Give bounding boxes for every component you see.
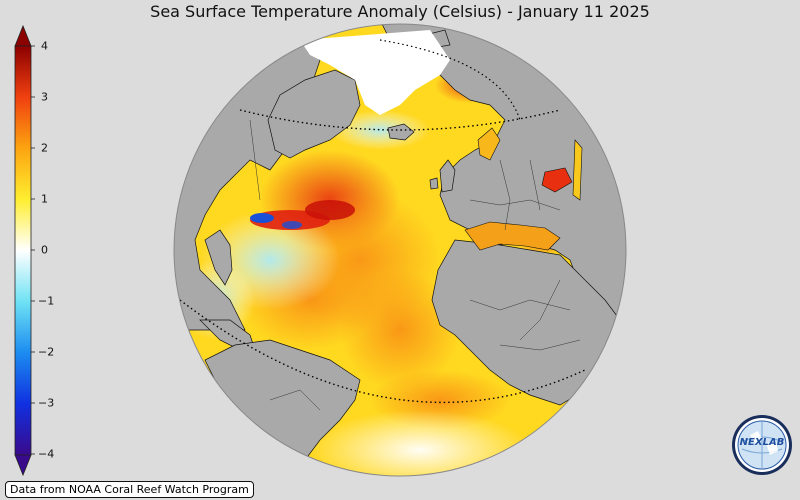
colorbar-tick-label: −4 [38,447,55,461]
inland-seas [464,127,583,251]
colorbar-tick-label: 1 [41,192,48,206]
arctic-circle-line [239,109,561,131]
colorbar-tick-label: 0 [41,243,48,257]
colorbar-tick-label: −3 [38,396,55,410]
country-borders [249,119,581,411]
logo-text: NEXLAB [739,437,785,448]
colorbar: 4 3 2 1 0 −1 −2 −3 −4 [0,0,70,480]
globe-outline [173,23,627,477]
colorbar-tick-label: −2 [38,345,55,359]
colorbar-tick-label: −1 [38,294,55,308]
nexlab-logo: NEXLAB [730,413,794,477]
sst-anomaly-field [175,67,575,476]
nexlab-globe-icon [732,415,792,475]
colorbar-tick-label: 3 [41,90,48,104]
arctic-ice [300,30,450,115]
map-title: Sea Surface Temperature Anomaly (Celsius… [150,2,650,21]
colorbar-min-arrow [14,454,32,477]
colorbar-tick-label: 2 [41,141,48,155]
colorbar-tick-label: 4 [41,39,48,53]
data-source-credit: Data from NOAA Coral Reef Watch Program [5,481,254,498]
polar-line [379,39,521,121]
tropic-line [179,299,586,404]
colorbar-graphic [14,24,35,477]
